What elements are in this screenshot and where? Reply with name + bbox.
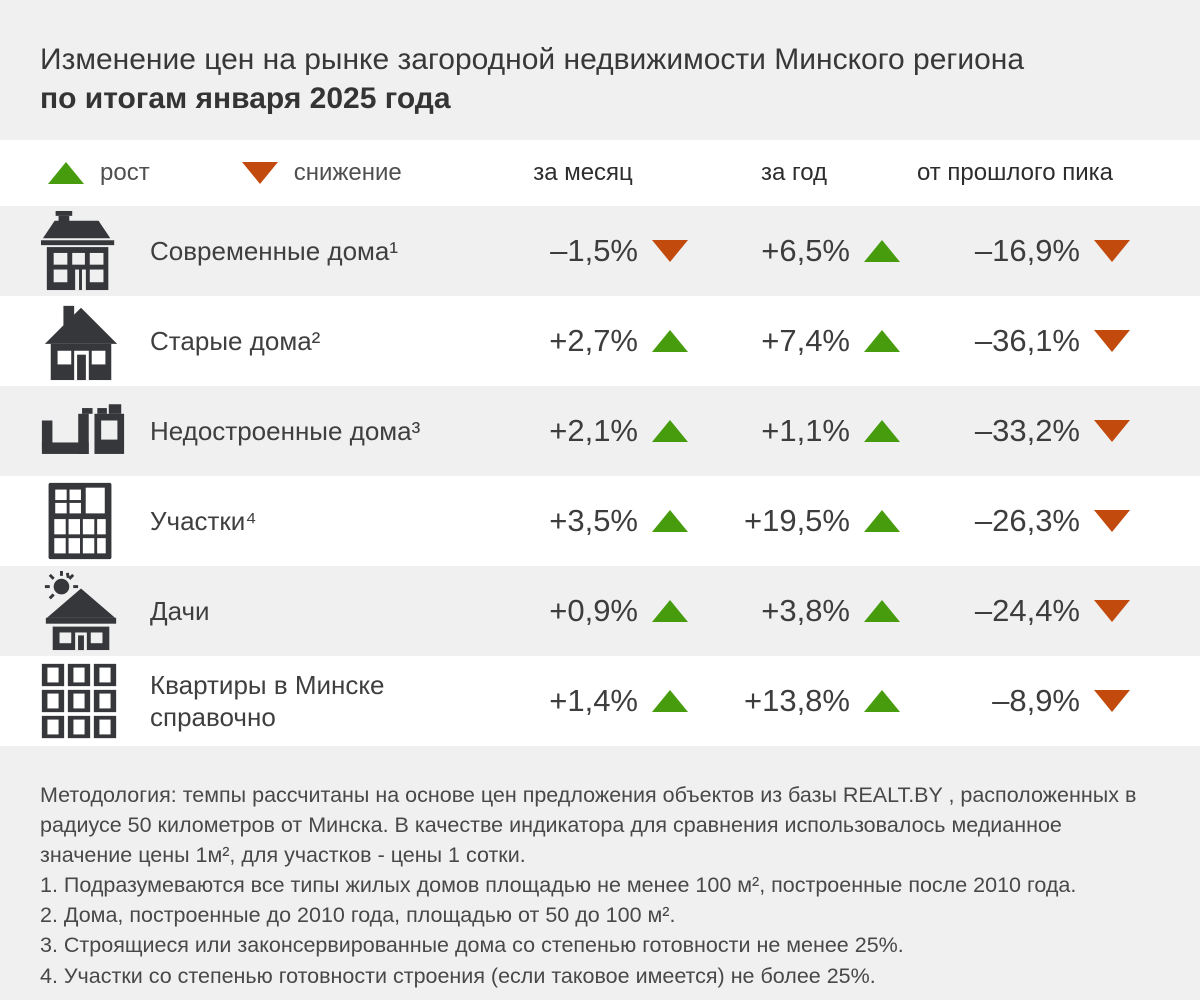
row-label: Старые дома² — [150, 325, 321, 356]
value-text: +7,4% — [761, 323, 850, 358]
value-text: –8,9% — [992, 683, 1080, 718]
value-year: +3,8% — [688, 593, 900, 629]
table-row: Современные дома¹ –1,5% +6,5% –16,9% — [0, 206, 1200, 296]
value-year: +19,5% — [688, 503, 900, 539]
value-year: +13,8% — [688, 683, 900, 719]
row-label: Дачи — [150, 595, 210, 626]
value-text: –1,5% — [550, 233, 638, 268]
trend-icon — [1094, 690, 1130, 712]
row-label: Квартиры в Минске справочно — [150, 669, 385, 733]
value-peak: –26,3% — [900, 503, 1130, 539]
footnote-4: 4. Участки со степенью готовности строен… — [40, 963, 876, 988]
trend-icon — [652, 330, 688, 352]
row-label: Современные дома¹ — [150, 235, 399, 266]
trend-icon — [652, 600, 688, 622]
footnote-1: 1. Подразумеваются все типы жилых домов … — [40, 873, 1077, 898]
legend-decline-label: снижение — [293, 159, 402, 186]
legend: рост снижение — [48, 159, 478, 187]
row-label: Участки⁴ — [150, 505, 257, 536]
value-year: +1,1% — [688, 413, 900, 449]
value-month: +3,5% — [478, 503, 688, 539]
footnote-2: 2. Дома, построенные до 2010 года, площа… — [40, 903, 676, 928]
apartments-icon — [40, 662, 150, 740]
modern-house-icon — [40, 210, 150, 292]
value-peak: –24,4% — [900, 593, 1130, 629]
value-month: +1,4% — [478, 683, 688, 719]
trend-icon — [1094, 510, 1130, 532]
header-row: рост снижение за месяц за год от прошлог… — [0, 140, 1200, 206]
page-title: Изменение цен на рынке загородной недвиж… — [40, 43, 1025, 76]
methodology-block: Методология: темпы рассчитаны на основе … — [0, 746, 1200, 991]
value-month: +0,9% — [478, 593, 688, 629]
unfinished-house-icon — [40, 400, 150, 462]
dacha-icon — [40, 570, 150, 652]
down-triangle-icon — [241, 162, 278, 184]
value-text: –36,1% — [974, 323, 1080, 358]
value-peak: –36,1% — [900, 323, 1130, 359]
land-plots-icon — [40, 480, 150, 562]
value-month: +2,7% — [478, 323, 688, 359]
column-header-year: за год — [760, 159, 828, 186]
trend-icon — [652, 240, 688, 262]
up-triangle-icon — [48, 162, 84, 184]
value-year: +7,4% — [688, 323, 900, 359]
value-text: –26,3% — [974, 503, 1080, 538]
legend-growth-label: рост — [100, 159, 150, 186]
value-text: +2,7% — [549, 323, 638, 358]
trend-icon — [864, 600, 900, 622]
column-header-peak: от прошлого пика — [916, 159, 1114, 186]
trend-icon — [864, 240, 900, 262]
table-row: Участки⁴ +3,5% +19,5% –26,3% — [0, 476, 1200, 566]
table: Современные дома¹ –1,5% +6,5% –16,9% — [0, 206, 1200, 746]
table-row: Недостроенные дома³ +2,1% +1,1% –33,2% — [0, 386, 1200, 476]
trend-icon — [1094, 330, 1130, 352]
row-label: Недостроенные дома³ — [150, 415, 421, 446]
table-row: Квартиры в Минске справочно +1,4% +13,8%… — [0, 656, 1200, 746]
table-row: Старые дома² +2,7% +7,4% –36,1% — [0, 296, 1200, 386]
value-text: +0,9% — [549, 593, 638, 628]
trend-icon — [864, 510, 900, 532]
footnote-3: 3. Строящиеся или законсервированные дом… — [40, 933, 904, 958]
value-year: +6,5% — [688, 233, 900, 269]
trend-icon — [1094, 600, 1130, 622]
value-month: +2,1% — [478, 413, 688, 449]
value-text: +1,4% — [549, 683, 638, 718]
value-text: +2,1% — [549, 413, 638, 448]
trend-icon — [864, 420, 900, 442]
value-text: +3,8% — [761, 593, 850, 628]
trend-icon — [1094, 240, 1130, 262]
old-house-icon — [40, 300, 150, 382]
value-peak: –8,9% — [900, 683, 1130, 719]
value-text: –24,4% — [974, 593, 1080, 628]
methodology-text: Методология: темпы рассчитаны на основе … — [40, 783, 1137, 868]
value-text: –33,2% — [974, 413, 1080, 448]
value-peak: –16,9% — [900, 233, 1130, 269]
column-header-month: за месяц — [533, 159, 633, 186]
legend-growth: рост — [48, 159, 150, 187]
legend-decline: снижение — [241, 159, 402, 187]
value-peak: –33,2% — [900, 413, 1130, 449]
value-text: +1,1% — [761, 413, 850, 448]
trend-icon — [652, 690, 688, 712]
value-month: –1,5% — [478, 233, 688, 269]
table-row: Дачи +0,9% +3,8% –24,4% — [0, 566, 1200, 656]
value-text: +19,5% — [743, 503, 850, 538]
value-text: +6,5% — [761, 233, 850, 268]
trend-icon — [864, 690, 900, 712]
trend-icon — [864, 330, 900, 352]
trend-icon — [652, 420, 688, 442]
value-text: +3,5% — [549, 503, 638, 538]
page-subtitle: по итогам января 2025 года — [40, 82, 451, 115]
value-text: –16,9% — [974, 233, 1080, 268]
value-text: +13,8% — [743, 683, 850, 718]
trend-icon — [1094, 420, 1130, 442]
title-block: Изменение цен на рынке загородной недвиж… — [0, 0, 1200, 140]
trend-icon — [652, 510, 688, 532]
